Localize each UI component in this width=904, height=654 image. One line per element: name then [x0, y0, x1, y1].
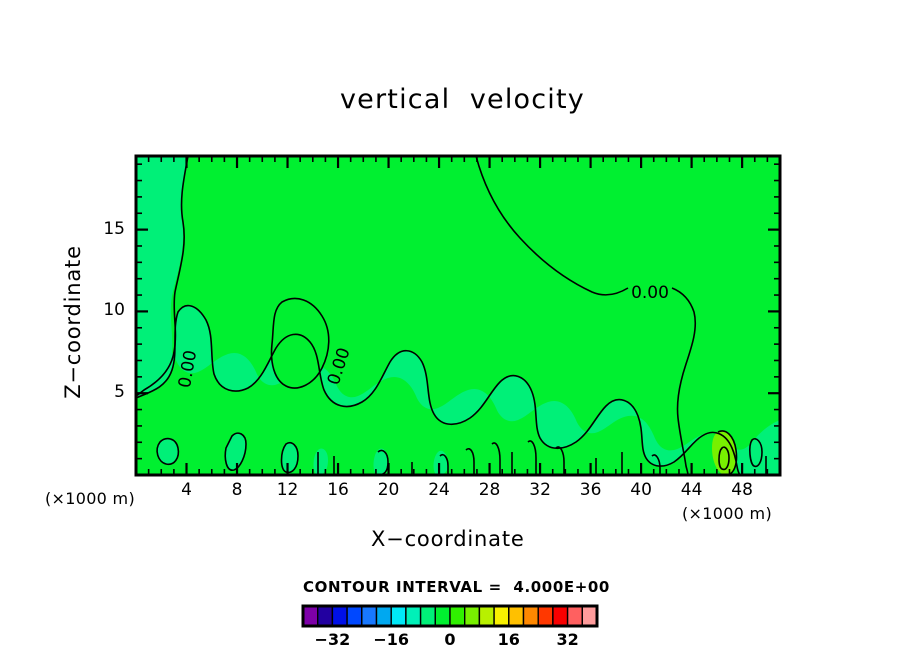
y-tick-label: 5 — [114, 382, 125, 403]
colorbar-swatch — [419, 605, 437, 627]
colorbar-swatch — [478, 605, 495, 627]
page-title: vertical velocity — [340, 84, 585, 115]
colorbar-swatch — [508, 605, 525, 627]
field-base-fill — [136, 156, 780, 475]
x-tick-label: 44 — [680, 480, 703, 500]
colorbar-swatch — [552, 605, 569, 627]
colorbar-swatch — [346, 605, 363, 627]
contour-line-left — [136, 156, 189, 397]
x-axis-unit-left: (×1000 m) — [45, 489, 135, 508]
x-axis-unit-right: (×1000 m) — [682, 504, 772, 523]
y-minor-ticks — [136, 163, 780, 460]
colorbar-swatch — [566, 605, 583, 627]
x-tick-label: 4 — [181, 480, 192, 500]
x-tick-label: 32 — [529, 480, 551, 500]
contour-line-center-lobe — [270, 297, 330, 389]
contour-line-right-label-seg — [671, 287, 697, 475]
x-tick-label: 36 — [579, 480, 602, 500]
x-minor-ticks — [147, 156, 769, 475]
colorbar-swatch — [405, 605, 422, 627]
colorbar-tick-label: 0 — [444, 630, 456, 649]
contour-small-cells — [156, 430, 767, 475]
colorbar-swatch — [331, 605, 348, 627]
colorbar-swatch — [537, 605, 554, 627]
colorbar-swatch — [361, 605, 378, 627]
contour-line-right — [475, 156, 629, 296]
x-tick-label: 48 — [731, 480, 753, 500]
colorbar-tick-label: 32 — [556, 630, 579, 649]
colorbar-tick-label: 16 — [497, 630, 520, 649]
y-major-ticks — [136, 228, 780, 395]
colorbar-swatch — [464, 605, 481, 627]
y-tick-label: 15 — [103, 218, 125, 239]
colorbar-swatch — [302, 605, 319, 627]
contour-regions: 0.00 0.00 0.00 — [136, 156, 780, 475]
colorbar-swatch — [317, 605, 334, 627]
x-tick-label: 20 — [377, 480, 400, 500]
colorbar-swatch — [493, 605, 510, 627]
x-tick-label: 12 — [276, 480, 299, 500]
colorbar-tick-label: −16 — [373, 630, 410, 649]
x-tick-label: 28 — [478, 480, 501, 500]
colorbar-swatches — [302, 605, 598, 627]
axes-frame — [134, 154, 782, 477]
y-axis-title: Z−coordinate — [61, 245, 85, 399]
region-positive-center — [271, 298, 329, 388]
x-tick-label: 16 — [327, 480, 349, 500]
colorbar-caption: CONTOUR INTERVAL = 4.000E+00 — [303, 578, 610, 596]
colorbar-swatch — [581, 605, 598, 627]
colorbar-swatch — [434, 605, 451, 627]
contour-lines — [136, 156, 767, 475]
x-tick-label: 24 — [428, 480, 450, 500]
y-tick-label: 10 — [103, 300, 125, 321]
region-positive-right-cell — [712, 430, 737, 475]
x-major-ticks — [185, 156, 744, 475]
surface-negative-cells — [157, 433, 448, 475]
colorbar-swatch — [375, 605, 392, 627]
x-tick-label: 40 — [630, 480, 652, 500]
colorbar-tick-label: −32 — [314, 630, 351, 649]
x-axis-title: X−coordinate — [371, 527, 525, 551]
contour-label-right: 0.00 — [631, 283, 669, 303]
colorbar — [301, 604, 599, 628]
x-tick-label: 8 — [231, 480, 243, 500]
contour-line-basal — [136, 304, 741, 475]
region-negative-left — [136, 156, 188, 396]
colorbar-swatch — [390, 605, 407, 627]
colorbar-swatch — [522, 605, 539, 627]
colorbar-swatch — [449, 605, 466, 627]
